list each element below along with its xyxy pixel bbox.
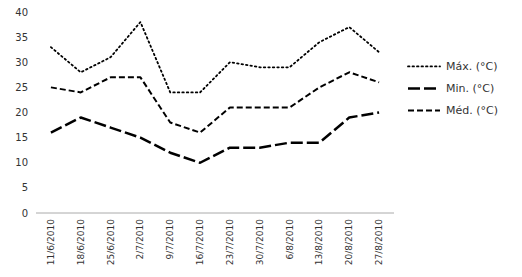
legend-swatch — [408, 65, 440, 67]
chart: 0 5 10 15 20 25 30 35 40 11/6/2010 18/6/2010 25/6/2… — [0, 0, 522, 277]
x-tick-label: 16/7/2010 — [195, 219, 205, 265]
legend: Máx. (°C) Min. (°C) Méd. (°C) — [408, 60, 498, 117]
series-lines — [51, 22, 379, 163]
x-tick-label: 6/8/2010 — [285, 219, 295, 260]
x-tick-label: 9/7/2010 — [165, 219, 175, 260]
legend-swatch — [408, 87, 440, 90]
x-tick-label: 25/6/2010 — [106, 219, 116, 265]
x-tick-label: 18/6/2010 — [76, 219, 86, 265]
x-tick-label: 27/8/2010 — [374, 219, 384, 265]
x-tick-label: 23/7/2010 — [225, 219, 235, 265]
x-axis-line — [36, 213, 394, 214]
y-tick-label: 20 — [15, 107, 28, 118]
legend-label: Min. (°C) — [446, 82, 494, 95]
x-tick-label: 20/8/2010 — [344, 219, 354, 265]
y-tick-label: 10 — [15, 157, 28, 168]
legend-swatch — [408, 109, 440, 111]
y-tick-label: 40 — [15, 7, 28, 18]
x-tick-label: 11/6/2010 — [46, 219, 56, 265]
x-tick-label: 30/7/2010 — [255, 219, 265, 265]
x-tick-label: 13/8/2010 — [314, 219, 324, 265]
chart-container: 0 5 10 15 20 25 30 35 40 11/6/2010 18/6/2010 25/6/2… — [0, 0, 522, 277]
y-tick-label: 30 — [15, 57, 28, 68]
y-axis: 0 5 10 15 20 25 30 35 40 — [15, 7, 28, 219]
legend-label: Méd. (°C) — [446, 104, 498, 117]
y-tick-label: 5 — [22, 182, 28, 193]
y-tick-label: 15 — [15, 132, 28, 143]
y-tick-label: 35 — [15, 32, 28, 43]
series-line — [51, 72, 379, 132]
x-axis: 11/6/2010 18/6/2010 25/6/2010 2/7/2010 9/7/2… — [46, 219, 384, 265]
y-tick-label: 25 — [15, 82, 28, 93]
y-tick-label: 0 — [22, 208, 28, 219]
x-tick-label: 2/7/2010 — [135, 219, 145, 260]
legend-label: Máx. (°C) — [446, 60, 498, 73]
